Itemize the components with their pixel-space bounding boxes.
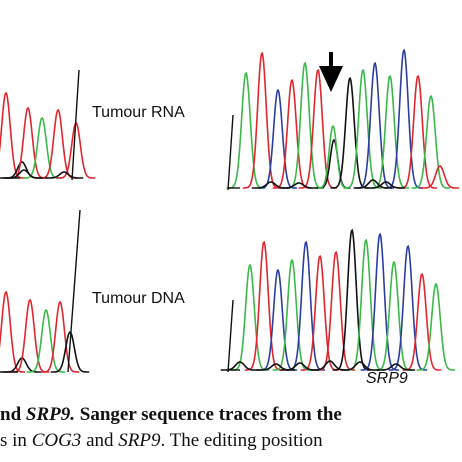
- left-dna-tail-line: [67, 209, 81, 373]
- right-dna-peak: [220, 361, 260, 371]
- caption-line-1: nd SRP9. Sanger sequence traces from the: [0, 402, 462, 428]
- right-rna-peak: [398, 74, 438, 189]
- caption-gene-srp9: SRP9.: [25, 404, 75, 425]
- caption-gene-srp9-2: SRP9: [118, 430, 161, 451]
- right-dna-peak: [258, 269, 298, 371]
- right-rna-peak: [330, 76, 370, 189]
- right-rna-peak: [343, 68, 383, 189]
- right-rna-peak: [279, 182, 319, 189]
- left-rna-peak: [44, 171, 84, 179]
- right-dna-peak: [376, 363, 416, 371]
- right-dna-peak: [374, 261, 414, 371]
- right-rna-peak: [411, 95, 451, 189]
- tumour-rna-label: Tumour RNA: [92, 104, 185, 121]
- left-rna-tail-line: [71, 69, 80, 181]
- right-dna-peak: [416, 282, 456, 371]
- right-rna-start-line: [227, 114, 234, 191]
- right-dna-start-line: [227, 299, 234, 373]
- right-rna-peak: [370, 74, 410, 189]
- figure-caption: nd SRP9. Sanger sequence traces from the…: [0, 402, 462, 454]
- right-rna-peak: [366, 181, 406, 189]
- right-rna-peak: [226, 71, 266, 189]
- left-dna-peak: [26, 309, 66, 373]
- left-rna-peak: [0, 91, 26, 179]
- caption-fragment: nd: [0, 404, 26, 425]
- left-dna-peak: [10, 299, 50, 373]
- right-dna-peak: [316, 250, 356, 371]
- left-dna-peak: [50, 331, 90, 373]
- caption-text: Sanger sequence traces from the: [75, 404, 342, 425]
- right-dna-peak: [346, 238, 386, 371]
- right-dna-peak: [340, 361, 380, 371]
- right-rna-peak: [384, 48, 424, 189]
- right-dna-peak: [360, 232, 400, 371]
- caption-line-2: s in COG3 and SRP9. The editing position: [0, 428, 462, 454]
- right-dna-peak: [230, 264, 270, 371]
- left-dna-peak: [0, 291, 26, 373]
- right-dna-peak: [244, 240, 284, 371]
- editing-site-arrow: [319, 52, 343, 92]
- caption-text: . The editing position: [160, 430, 323, 451]
- right-dna-peak: [388, 244, 428, 371]
- right-rna-peak: [316, 139, 351, 189]
- right-rna-peak: [420, 165, 460, 189]
- right-rna-peak: [242, 51, 282, 189]
- right-dna-peak: [402, 273, 442, 371]
- right-rna-peak: [315, 125, 350, 189]
- right-dna-peak: [332, 228, 372, 371]
- right-rna-peak: [355, 61, 395, 189]
- right-dna-peak: [272, 258, 312, 371]
- left-dna-peak: [40, 301, 80, 373]
- trace-group: [0, 48, 460, 373]
- caption-text: and: [81, 430, 119, 451]
- right-rna-peak: [272, 79, 312, 189]
- caption-fragment: s in: [0, 430, 32, 451]
- right-rna-peak: [258, 89, 298, 189]
- right-rna-peak: [353, 179, 393, 189]
- caption-gene-cog3: COG3: [31, 430, 82, 451]
- gene-label-srp9: SRP9: [366, 370, 408, 387]
- tumour-dna-label: Tumour DNA: [92, 290, 185, 307]
